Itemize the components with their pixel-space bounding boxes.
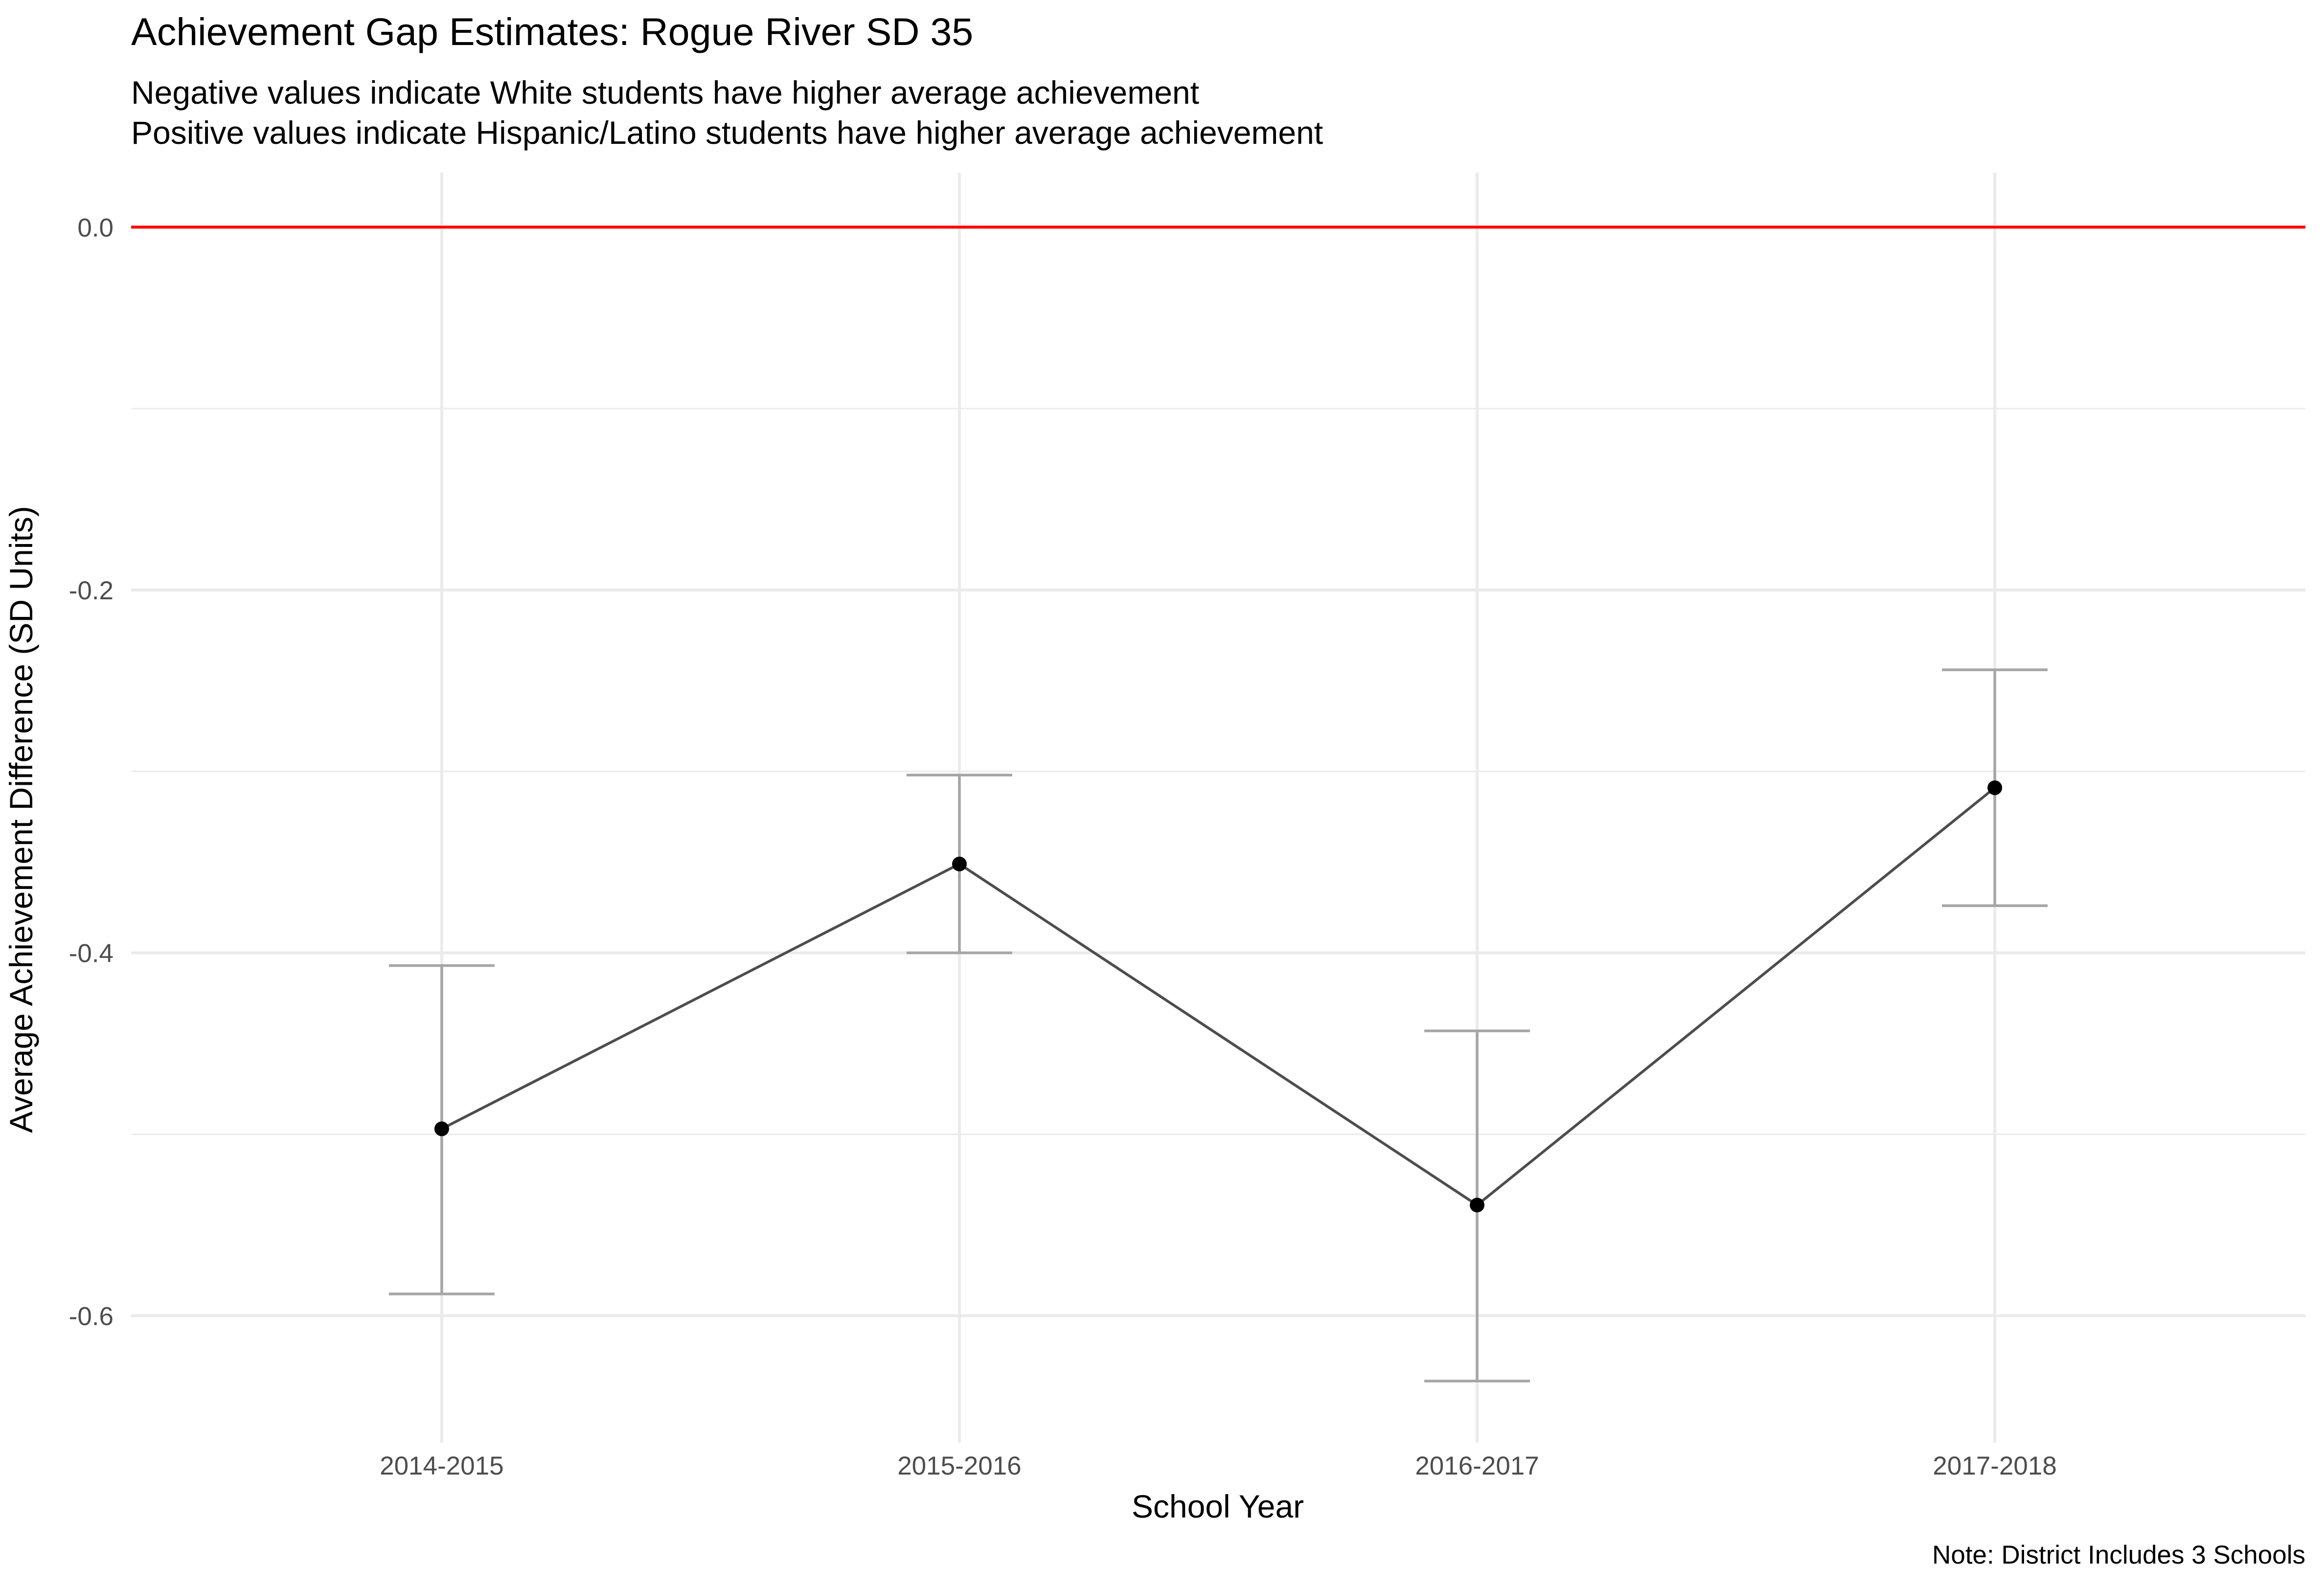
x-axis-title: School Year bbox=[1132, 1488, 1304, 1524]
chart-caption: Note: District Includes 3 Schools bbox=[1932, 1541, 2305, 1569]
y-tick-label: -0.4 bbox=[69, 939, 114, 968]
x-tick-label: 2014-2015 bbox=[380, 1452, 503, 1480]
y-axis-ticks: 0.0 -0.2 -0.4 -0.6 bbox=[69, 213, 114, 1331]
data-point bbox=[1470, 1198, 1485, 1213]
x-tick-label: 2017-2018 bbox=[1933, 1452, 2056, 1480]
y-axis-title: Average Achievement Difference (SD Units… bbox=[3, 506, 39, 1133]
chart-subtitle-line-2: Positive values indicate Hispanic/Latino… bbox=[131, 114, 1323, 151]
series-line bbox=[441, 787, 1996, 1207]
grid bbox=[131, 173, 2305, 1443]
x-tick-label: 2015-2016 bbox=[897, 1452, 1021, 1480]
y-tick-label: 0.0 bbox=[77, 213, 114, 242]
y-tick-label: -0.6 bbox=[69, 1302, 114, 1331]
y-tick-label: -0.2 bbox=[69, 576, 114, 605]
chart-subtitle-line-1: Negative values indicate White students … bbox=[131, 74, 1199, 111]
data-point bbox=[952, 856, 967, 871]
chart-title: Achievement Gap Estimates: Rogue River S… bbox=[131, 10, 973, 53]
x-tick-label: 2016-2017 bbox=[1415, 1452, 1539, 1480]
x-axis-ticks: 2014-2015 2015-2016 2016-2017 2017-2018 bbox=[380, 1452, 2057, 1480]
error-bars bbox=[388, 668, 2048, 1383]
series-line-layer bbox=[441, 787, 1996, 1207]
data-points bbox=[434, 780, 2003, 1213]
data-point bbox=[434, 1121, 449, 1136]
data-point bbox=[1987, 780, 2003, 795]
